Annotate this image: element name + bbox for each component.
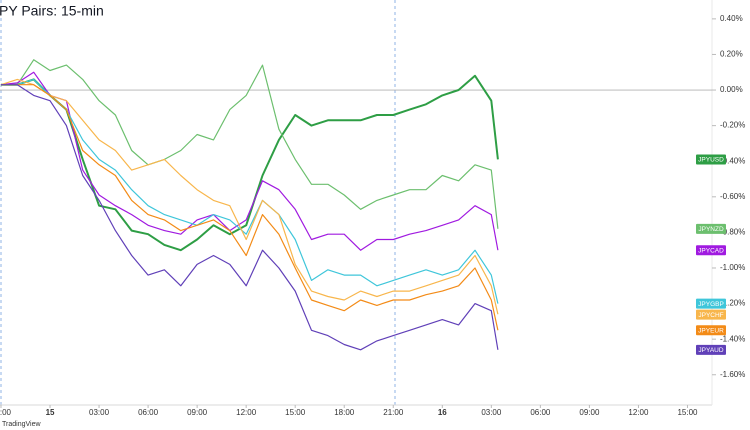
x-tick-label: 06:00: [530, 408, 551, 417]
x-tick-label: 12:00: [236, 408, 257, 417]
series-group: [0, 59, 499, 351]
x-tick-label: 15: [46, 408, 55, 417]
y-tick-label: -1.40%: [720, 334, 745, 343]
legend-badge: [696, 325, 726, 336]
x-tick-label: 21:00: [0, 408, 12, 417]
y-tick-label: -0.40%: [720, 156, 745, 165]
legend-label: JPYAUD: [698, 347, 723, 354]
x-tick-label: 18:00: [334, 408, 355, 417]
series-line: [1, 59, 499, 229]
y-tick-label: -0.80%: [720, 228, 745, 237]
y-tick-label: 0.40%: [720, 14, 743, 23]
x-tick-label: 09:00: [187, 408, 208, 417]
legend-label: JPYNZD: [698, 226, 724, 233]
legend-label: JPYGBP: [698, 301, 724, 308]
chart-title: JPY Pairs: 15-min: [0, 3, 104, 19]
series-line: [0, 71, 499, 251]
x-tick-label: 15:00: [677, 408, 698, 417]
legend-label: JPYEUR: [698, 327, 724, 334]
legend-badge: [696, 245, 726, 256]
x-tick-label: 06:00: [138, 408, 159, 417]
x-tick-label: 16: [438, 408, 447, 417]
x-tick-label: 03:00: [89, 408, 110, 417]
y-tick-label: -1.20%: [720, 299, 745, 308]
y-tick-label: 0.20%: [720, 50, 743, 59]
y-tick-label: -1.00%: [720, 263, 745, 272]
legend-label: JPYUSD: [698, 157, 724, 164]
source-label: TradingView: [2, 421, 41, 428]
legend-badge: [696, 223, 726, 234]
legend-badge: [696, 309, 726, 320]
series-line: [1, 78, 499, 304]
legend-label: JPYCHF: [698, 312, 723, 319]
legend-badge: [696, 154, 726, 165]
legend-label: JPYCAD: [698, 247, 724, 254]
y-tick-label: -0.20%: [720, 121, 745, 130]
legend-badge: [696, 344, 726, 355]
series-line: [1, 84, 499, 351]
x-tick-label: 12:00: [628, 408, 649, 417]
x-tick-label: 03:00: [481, 408, 502, 417]
x-tick-label: 09:00: [579, 408, 600, 417]
y-tick-label: -1.60%: [720, 370, 745, 379]
legend-badge: [696, 298, 726, 309]
y-tick-label: 0.00%: [720, 85, 743, 94]
series-line: [1, 84, 499, 331]
y-tick-label: -0.60%: [720, 192, 745, 201]
series-line: [0, 78, 499, 315]
x-tick-label: 15:00: [285, 408, 306, 417]
x-tick-label: 21:00: [383, 408, 404, 417]
